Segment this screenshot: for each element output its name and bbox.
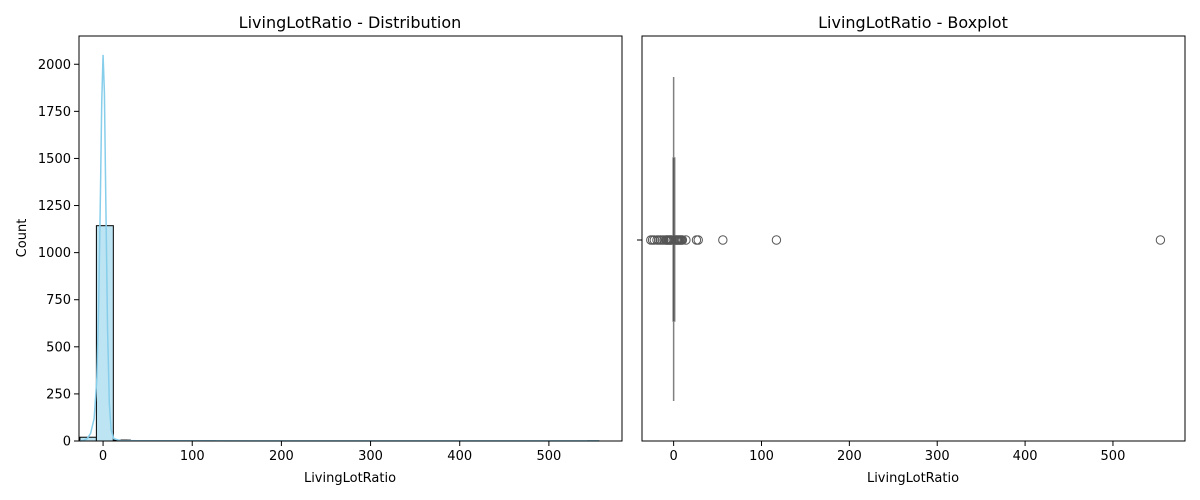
boxplot-x-tick-label: 100 xyxy=(749,449,774,464)
histogram-axes-frame xyxy=(78,35,623,442)
boxplot-x-tick-label: 300 xyxy=(925,449,950,464)
histogram-y-axis-label: Count xyxy=(15,219,30,258)
histogram-y-tick-label: 1000 xyxy=(38,246,71,261)
boxplot-outlier xyxy=(693,235,703,245)
boxplot-outliers xyxy=(646,235,1166,245)
boxplot-outlier xyxy=(718,235,728,245)
boxplot-x-tick-label: 500 xyxy=(1101,449,1126,464)
histogram-y-tick-label: 2000 xyxy=(38,58,71,73)
histogram-x-tick-label: 500 xyxy=(536,449,561,464)
histogram-bars xyxy=(79,225,600,442)
histogram-x-axis-label: LivingLotRatio xyxy=(304,471,396,486)
histogram-y-ticks: 0 250 500 750 1000 1250 1500 1750 2000 xyxy=(38,58,79,450)
histogram-x-tick-label: 100 xyxy=(180,449,205,464)
histogram-x-ticks: 0 100 200 300 400 500 xyxy=(99,441,561,464)
boxplot-outlier xyxy=(677,235,688,245)
boxplot-outlier xyxy=(1155,235,1166,245)
histogram-y-tick-label: 750 xyxy=(46,293,71,308)
histogram-y-tick-label: 250 xyxy=(46,387,71,402)
histogram-x-tick-label: 400 xyxy=(447,449,472,464)
histogram-x-tick-label: 0 xyxy=(99,449,107,464)
boxplot-panel: LivingLotRatio - Boxplot 0 100 200 300 400 50… xyxy=(637,13,1186,486)
boxplot-x-ticks: 0 100 200 300 400 500 xyxy=(669,441,1125,464)
boxplot-axes-frame xyxy=(641,35,1186,442)
boxplot-x-axis-label: LivingLotRatio xyxy=(867,471,959,486)
histogram-title: LivingLotRatio - Distribution xyxy=(239,13,462,32)
boxplot-title: LivingLotRatio - Boxplot xyxy=(818,13,1008,32)
histogram-y-tick-label: 0 xyxy=(63,435,71,450)
boxplot-outlier xyxy=(771,235,782,245)
histogram-y-tick-label: 1750 xyxy=(38,105,71,120)
boxplot-x-tick-label: 0 xyxy=(669,449,677,464)
boxplot-outlier xyxy=(681,235,691,245)
histogram-y-tick-label: 1250 xyxy=(38,199,71,214)
histogram-y-tick-label: 500 xyxy=(46,340,71,355)
histogram-x-tick-label: 200 xyxy=(269,449,294,464)
histogram-y-tick-label: 1500 xyxy=(38,152,71,167)
boxplot-x-tick-label: 400 xyxy=(1013,449,1038,464)
histogram-x-tick-label: 300 xyxy=(358,449,383,464)
boxplot-x-tick-label: 200 xyxy=(837,449,862,464)
histogram-panel: LivingLotRatio - Distribution 0 100 200 300… xyxy=(15,13,623,486)
kde-line xyxy=(79,54,599,442)
